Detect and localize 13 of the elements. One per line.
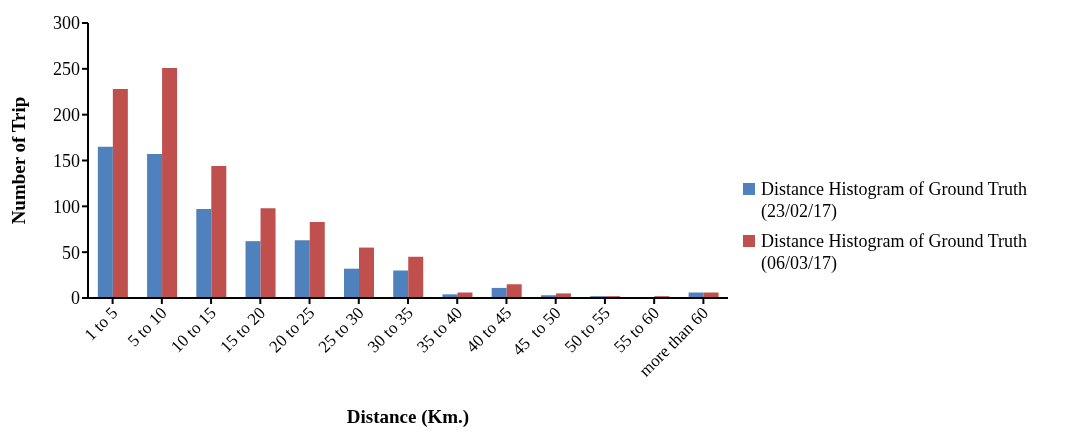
y-tick-label: 100 <box>53 196 80 217</box>
y-tick-label: 300 <box>53 13 80 34</box>
x-tick-label: 50 to 55 <box>560 303 614 357</box>
y-tick-label: 50 <box>62 242 80 263</box>
y-axis-title: Number of Trip <box>7 96 29 225</box>
legend-label: Distance Histogram of Ground Truth (06/03/17) <box>761 230 1028 274</box>
x-tick-label: 1 to 5 <box>80 303 122 345</box>
x-axis-title: Distance (Km.) <box>346 406 470 428</box>
legend-label: Distance Histogram of Ground Truth (23/02/17) <box>761 178 1028 222</box>
y-tick-label: 250 <box>53 59 80 80</box>
y-tick-label: 200 <box>53 105 80 126</box>
y-tick-label: 0 <box>71 288 80 309</box>
y-tick-label: 150 <box>53 150 80 171</box>
